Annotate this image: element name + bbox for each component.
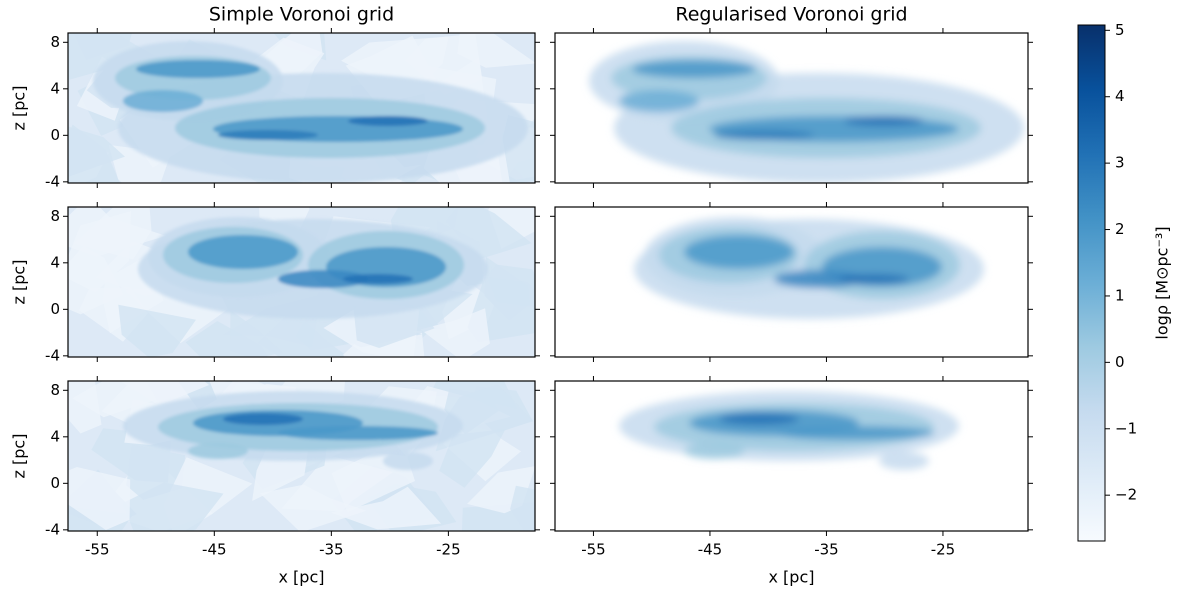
cloud-layer: [714, 130, 814, 140]
axes-frame: [554, 380, 1029, 532]
density-image: [68, 33, 535, 183]
y-tick-label: 4: [50, 253, 60, 271]
cloud-layer: [278, 270, 368, 288]
voronoi-cell: [510, 485, 535, 531]
colorbar-tick-label: 0: [1115, 353, 1125, 371]
density-image: [555, 207, 1028, 357]
cloud-layer: [136, 60, 260, 78]
cloud: [589, 41, 1024, 183]
cloud-layer: [123, 90, 203, 112]
y-tick-label: -4: [45, 172, 60, 190]
voronoi-cell: [230, 310, 283, 357]
colorbar-tick-label: 1: [1115, 286, 1125, 304]
cloud-layer: [774, 270, 864, 288]
cloud-layer: [684, 443, 744, 459]
voronoi-cell: [257, 310, 349, 357]
voronoi-cell: [330, 486, 442, 530]
y-tick-label: 4: [50, 79, 60, 97]
density-image: [555, 381, 1028, 531]
y-tick-label: -4: [45, 346, 60, 364]
x-tick-label: -35: [814, 541, 839, 559]
x-tick-label: -35: [319, 541, 344, 559]
cloud-layer: [188, 443, 248, 459]
cloud: [138, 217, 488, 319]
voronoi-cell: [118, 304, 196, 357]
axes-frame: [67, 32, 536, 184]
cloud-layer: [719, 413, 799, 425]
cloud-layer: [348, 116, 428, 126]
density-image: [555, 33, 1028, 183]
colorbar-tick-label: 4: [1115, 87, 1125, 105]
cloud-layer: [632, 60, 756, 78]
axes-frame: [67, 206, 536, 358]
cloud-layer: [774, 426, 934, 440]
cloud-layer: [619, 90, 699, 112]
colorbar-tick-label: −2: [1115, 486, 1137, 504]
axes-frame: [554, 206, 1029, 358]
y-axis-label: z [pc]: [10, 260, 29, 305]
axes-frame: [554, 32, 1029, 184]
y-tick-label: 0: [50, 300, 60, 318]
x-tick-label: -45: [698, 541, 723, 559]
y-tick-label: 8: [50, 207, 60, 225]
cloud-layer: [223, 413, 303, 425]
cloud-layer: [188, 235, 298, 269]
voronoi-cell: [68, 467, 131, 530]
cloud: [634, 217, 984, 319]
colorbar-tick-label: 3: [1115, 154, 1125, 172]
y-tick-label: 0: [50, 474, 60, 492]
voronoi-cell: [68, 126, 125, 177]
voronoi-cell: [404, 33, 483, 95]
cloud-layer: [383, 452, 433, 470]
cloud-layer: [278, 426, 438, 440]
colorbar: [1077, 24, 1106, 542]
voronoi-cell: [259, 484, 367, 531]
x-axis-label: x [pc]: [279, 568, 325, 587]
x-tick-label: -55: [581, 541, 606, 559]
y-tick-label: 4: [50, 427, 60, 445]
cloud-layer: [684, 235, 794, 269]
panel-title: Regularised Voronoi grid: [675, 4, 907, 26]
colorbar-tick-label: −1: [1115, 419, 1137, 437]
y-tick-label: 8: [50, 33, 60, 51]
cloud-layer: [343, 274, 413, 284]
y-tick-label: 8: [50, 381, 60, 399]
voronoi-cell: [122, 482, 224, 531]
cloud-layer: [218, 130, 318, 140]
density-image: [68, 381, 535, 531]
colorbar-tick-label: 5: [1115, 21, 1125, 39]
x-tick-label: -25: [436, 541, 461, 559]
x-tick-label: -55: [85, 541, 110, 559]
cloud: [93, 41, 528, 183]
density-image: [68, 207, 535, 357]
cloud: [619, 391, 959, 470]
voronoi-cell: [445, 207, 532, 260]
y-axis-label: z [pc]: [10, 86, 29, 131]
x-tick-label: -25: [931, 541, 956, 559]
voronoi-cell: [72, 381, 157, 418]
y-axis-label: z [pc]: [10, 434, 29, 479]
x-axis-label: x [pc]: [769, 568, 815, 587]
voronoi-cell: [68, 33, 155, 81]
cloud-layer: [879, 452, 929, 470]
y-tick-label: 0: [50, 126, 60, 144]
colorbar-tick-label: 2: [1115, 220, 1125, 238]
voronoi-cell: [68, 211, 132, 293]
x-tick-label: -45: [202, 541, 227, 559]
colorbar-label: logρ [M⊙pc⁻³]: [1153, 226, 1172, 339]
axes-frame: [67, 380, 536, 532]
voronoi-cell: [420, 308, 490, 357]
voronoi-cell: [435, 384, 534, 452]
cloud: [123, 391, 463, 470]
cloud-layer: [839, 274, 909, 284]
cloud-layer: [844, 116, 924, 126]
panel-title: Simple Voronoi grid: [209, 4, 394, 26]
y-tick-label: -4: [45, 520, 60, 538]
